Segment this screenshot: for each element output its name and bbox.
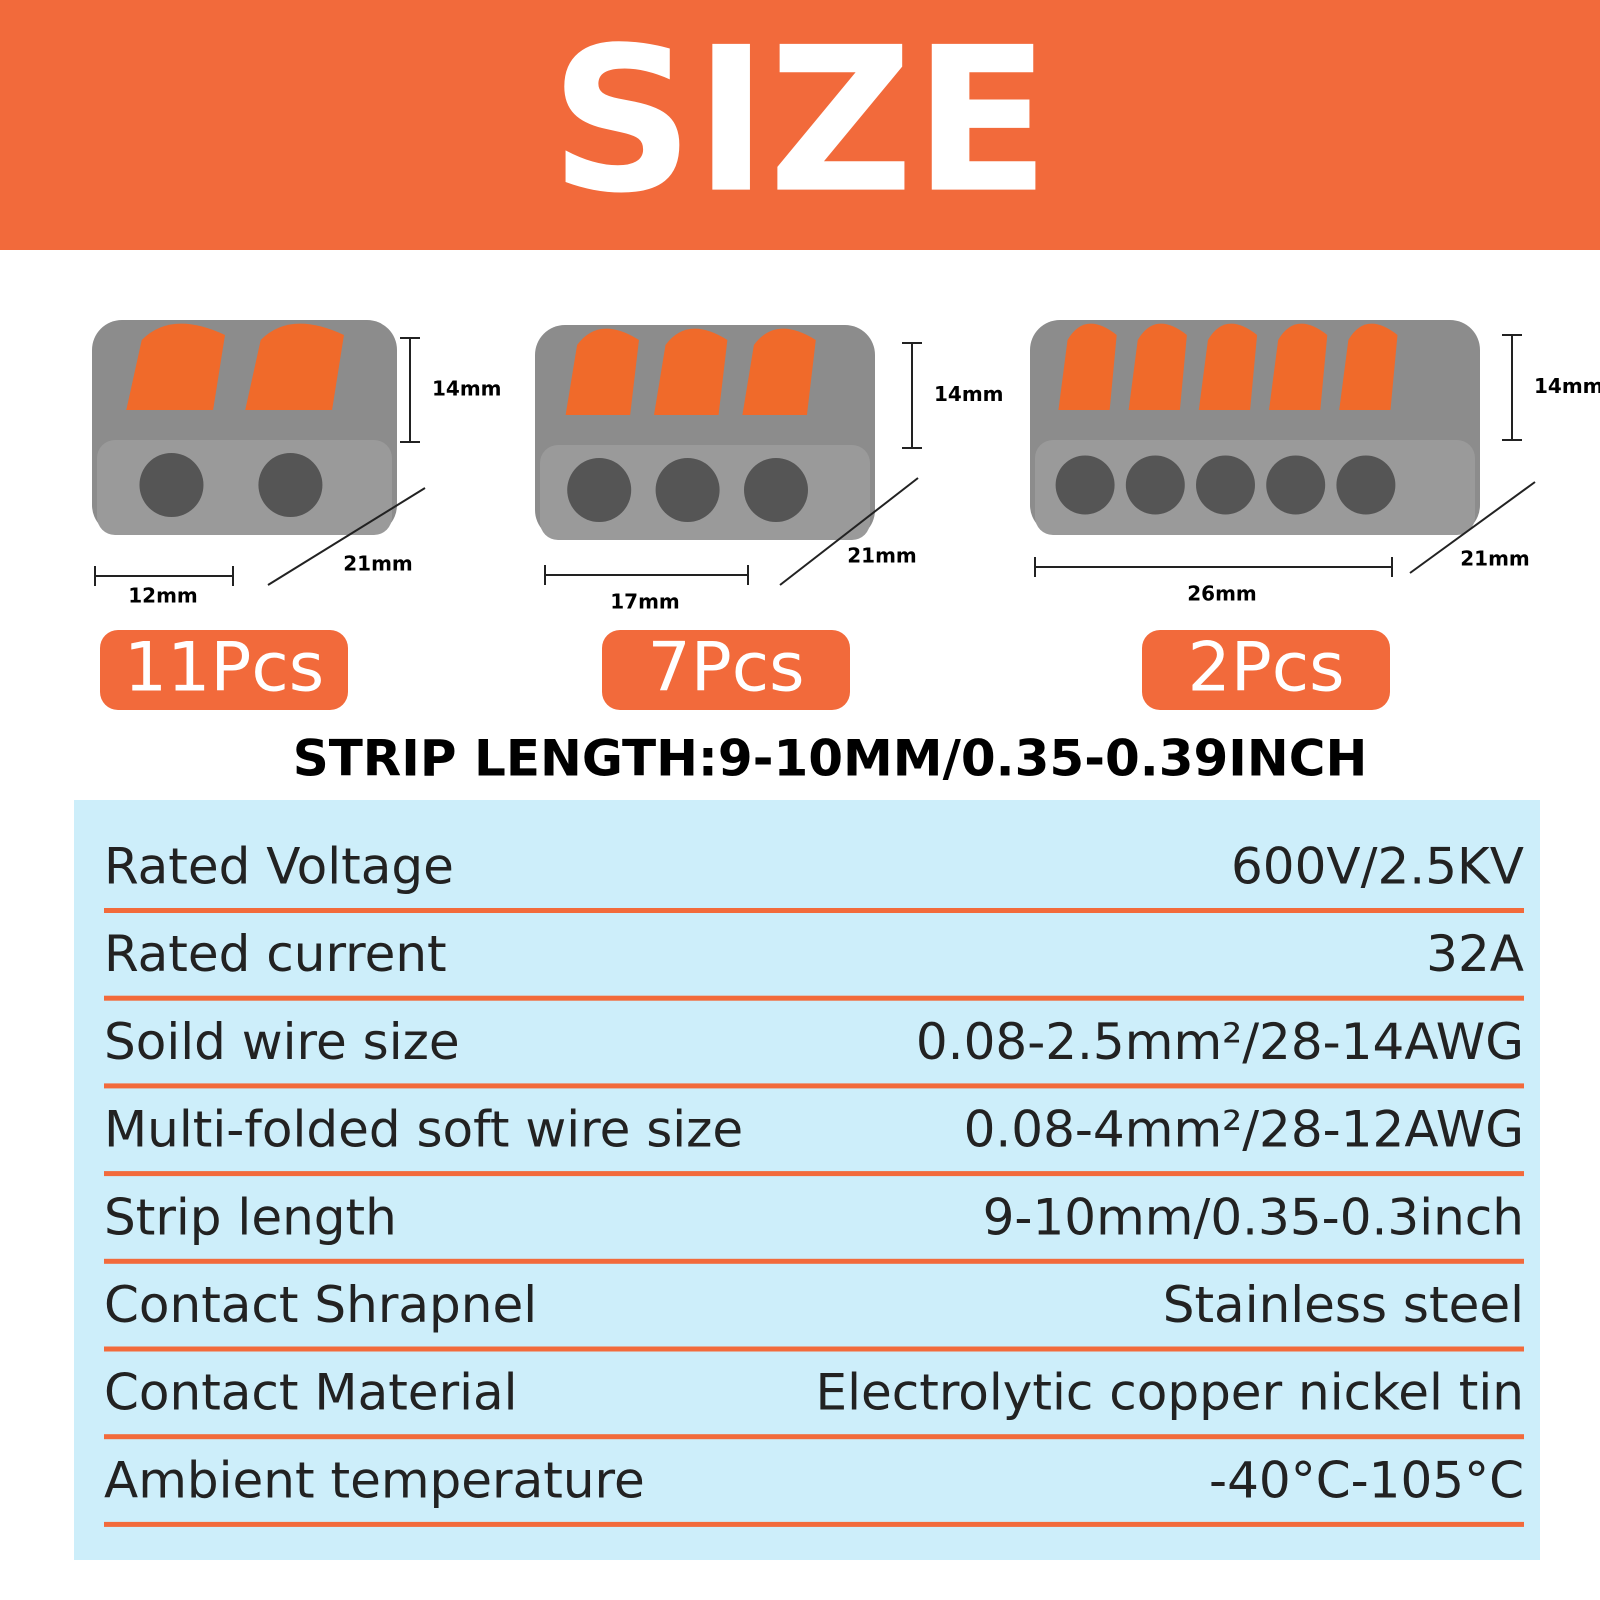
- spec-value: 600V/2.5KV: [1231, 838, 1524, 896]
- width-label: 17mm: [610, 590, 680, 614]
- strip-note: STRIP LENGTH:9-10MM/0.35-0.39INCH: [293, 730, 1368, 788]
- wire-hole: [1266, 455, 1326, 515]
- row-divider: [104, 1083, 1524, 1089]
- spec-label: Rated Voltage: [104, 838, 454, 896]
- wire-hole: [655, 458, 720, 522]
- row-divider: [104, 1434, 1524, 1440]
- dim-line: [779, 477, 919, 586]
- dim-line: [1409, 481, 1536, 574]
- row-divider: [104, 1521, 1524, 1527]
- lever: [245, 323, 344, 410]
- count-label: 11Pcs: [124, 629, 324, 708]
- spec-label: Contact Material: [104, 1364, 518, 1422]
- count-label: 2Pcs: [1187, 629, 1344, 708]
- count-label: 7Pcs: [647, 629, 804, 708]
- count-badge: [1142, 630, 1390, 710]
- lever: [654, 328, 728, 415]
- spec-value: Electrolytic copper nickel tin: [816, 1364, 1525, 1422]
- spec-panel: [74, 800, 1540, 1560]
- row-divider: [104, 1258, 1524, 1264]
- width-label: 26mm: [1187, 582, 1257, 606]
- wire-hole: [1196, 455, 1255, 515]
- length-label: 21mm: [343, 552, 413, 576]
- spec-value: 0.08-2.5mm²/28-14AWG: [916, 1013, 1524, 1071]
- spec-value: Stainless steel: [1163, 1276, 1524, 1334]
- lever: [1339, 323, 1398, 410]
- wire-hole: [1125, 455, 1185, 515]
- lever: [1269, 323, 1328, 410]
- width-label: 12mm: [128, 584, 198, 608]
- spec-label: Ambient temperature: [104, 1451, 645, 1509]
- height-label: 14mm: [934, 382, 1004, 406]
- wire-hole: [258, 453, 323, 517]
- row-divider: [104, 908, 1524, 913]
- count-badge: [100, 630, 348, 710]
- spec-label: Strip length: [104, 1188, 397, 1246]
- row-divider: [104, 1346, 1524, 1352]
- spec-value: 0.08-4mm²/28-12AWG: [964, 1101, 1524, 1159]
- height-label: 14mm: [1534, 374, 1600, 398]
- wire-hole: [1055, 455, 1115, 515]
- row-divider: [104, 1171, 1524, 1177]
- dim-line: [267, 487, 426, 586]
- wire-hole: [1336, 455, 1396, 515]
- lever: [1058, 323, 1117, 410]
- wire-hole: [744, 458, 808, 522]
- lever: [1128, 323, 1187, 410]
- length-label: 21mm: [847, 544, 917, 568]
- wire-hole: [567, 458, 632, 522]
- spec-label: Rated current: [104, 925, 447, 983]
- height-label: 14mm: [432, 377, 502, 401]
- row-divider: [104, 995, 1524, 1001]
- lever: [1198, 323, 1258, 410]
- spec-label: Soild wire size: [104, 1013, 460, 1071]
- header-band: [0, 0, 1600, 250]
- wire-hole: [139, 453, 204, 517]
- spec-label: Contact Shrapnel: [104, 1276, 537, 1334]
- spec-value: 32A: [1426, 925, 1524, 983]
- spec-label: Multi-folded soft wire size: [104, 1101, 743, 1159]
- length-label: 21mm: [1460, 547, 1530, 571]
- spec-value: 9-10mm/0.35-0.3inch: [983, 1188, 1524, 1246]
- lever: [565, 328, 639, 415]
- spec-value: -40°C-105°C: [1209, 1451, 1524, 1509]
- lever: [126, 323, 226, 410]
- title: SIZE: [550, 5, 1050, 238]
- lever: [742, 328, 816, 415]
- count-badge: [602, 630, 850, 710]
